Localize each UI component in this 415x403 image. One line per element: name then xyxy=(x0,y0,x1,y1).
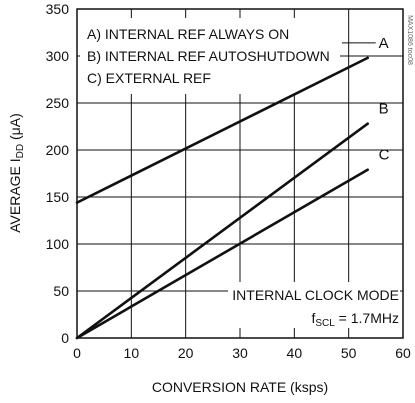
x-tick-label: 40 xyxy=(287,345,303,361)
y-tick-label: 200 xyxy=(46,142,70,158)
x-tick-label: 30 xyxy=(232,345,248,361)
series-label-b: B xyxy=(379,101,389,118)
watermark: MAX1086 toc08 xyxy=(406,15,413,65)
annotation-f-sub: SCL xyxy=(315,318,335,329)
annotation-value: = 1.7MHz xyxy=(335,310,399,326)
series-label-a: A xyxy=(379,35,389,52)
y-tick-label: 150 xyxy=(46,189,70,205)
x-tick-label: 0 xyxy=(73,345,81,361)
x-tick-label: 60 xyxy=(395,345,411,361)
tick-labels: 0 10 20 30 40 50 60 0 50 100 150 200 250 300 350 xyxy=(46,1,411,361)
y-tick-label: 250 xyxy=(46,95,70,111)
x-tick-label: 20 xyxy=(178,345,194,361)
annotation-clock: fSCL = 1.7MHz xyxy=(311,310,399,329)
annotation-mode: INTERNAL CLOCK MODE xyxy=(232,287,399,303)
y-tick-label: 50 xyxy=(53,283,69,299)
series-line-a xyxy=(75,56,369,204)
y-axis-label-main: AVERAGE I xyxy=(7,158,23,232)
legend-background xyxy=(80,18,340,94)
series-line-c xyxy=(75,168,369,340)
x-axis-label: CONVERSION RATE (ksps) xyxy=(152,379,328,395)
plot-frame xyxy=(76,8,404,339)
x-tick-label: 50 xyxy=(341,345,357,361)
series-line-b xyxy=(75,122,369,340)
legend-entry-c: C) EXTERNAL REF xyxy=(87,70,211,86)
annotation-background xyxy=(228,282,400,328)
y-tick-label: 100 xyxy=(46,236,70,252)
legend-entry-a: A) INTERNAL REF ALWAYS ON xyxy=(87,26,289,42)
y-axis-label: AVERAGE IDD (μA) xyxy=(7,113,26,233)
y-axis-label-unit: (μA) xyxy=(7,113,23,144)
y-tick-label: 0 xyxy=(61,330,69,346)
series-group: A B C xyxy=(75,35,390,340)
series-label-c: C xyxy=(379,147,390,164)
y-axis-label-sub: DD xyxy=(15,144,26,158)
legend-entry-b: B) INTERNAL REF AUTOSHUTDOWN xyxy=(87,48,330,64)
y-tick-label: 300 xyxy=(46,48,70,64)
annotation-f: f xyxy=(311,310,315,326)
y-tick-label: 350 xyxy=(46,1,70,17)
x-tick-label: 10 xyxy=(124,345,140,361)
